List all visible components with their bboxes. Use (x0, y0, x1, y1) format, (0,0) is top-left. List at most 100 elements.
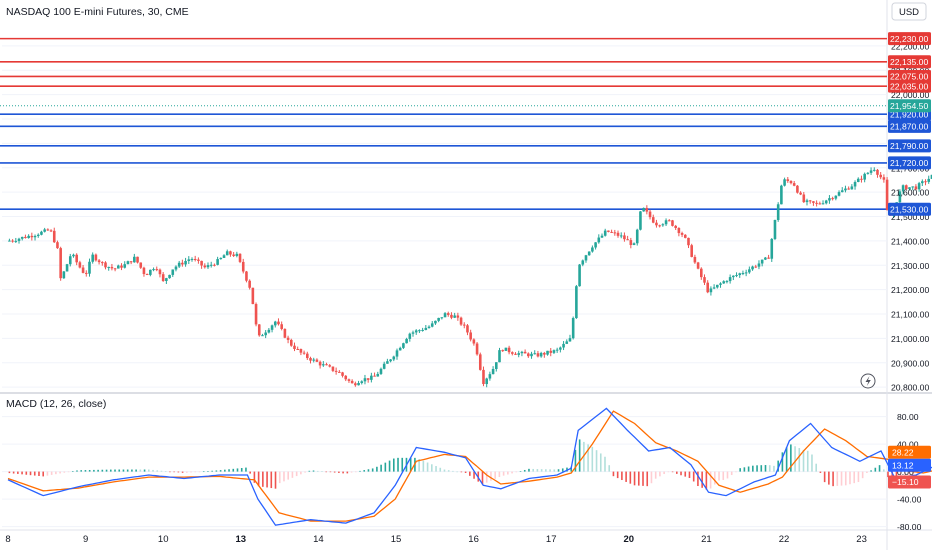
price-axis-labels: 20,800.00 20,900.00 21,000.00 21,100.00 21,2… (891, 41, 929, 392)
candle-body (677, 227, 681, 234)
macd-histogram-bar (764, 465, 767, 472)
macd-histogram-bar (587, 444, 589, 472)
macd-histogram-bar (684, 471, 687, 477)
resistance-badge: 22,230.00 (890, 34, 928, 44)
macd-histogram-bar (528, 468, 530, 472)
macd-histogram-bar (633, 471, 636, 486)
candle-body (33, 235, 37, 238)
macd-histogram-bar (169, 471, 171, 473)
candle-body (11, 240, 14, 242)
candle-body (171, 269, 175, 275)
candle-body (302, 352, 306, 354)
candle-body (703, 277, 706, 283)
candle-body (661, 224, 665, 226)
time-tick-label: 17 (546, 534, 557, 545)
macd-histogram-bar (490, 471, 492, 481)
macd-histogram-bar (747, 466, 750, 472)
macd-histogram-bar (38, 471, 40, 476)
grid-lines (2, 45, 887, 528)
macd-badge: 13.12 (892, 460, 914, 470)
macd-histogram-bar (131, 469, 133, 472)
time-tick-label: 20 (624, 534, 635, 545)
time-tick-label: 10 (158, 534, 169, 545)
price-pane-background[interactable] (0, 0, 887, 392)
macd-histogram-bar (50, 471, 53, 475)
macd-histogram-bar (114, 469, 116, 472)
macd-histogram-bar (612, 471, 615, 477)
macd-histogram-bar (67, 471, 70, 473)
macd-histogram-bar (790, 444, 792, 472)
macd-histogram-bar (33, 471, 36, 476)
candle-body (603, 230, 607, 236)
macd-histogram-bar (561, 468, 564, 472)
candle-body (498, 350, 501, 363)
candle-body (72, 254, 75, 257)
macd-histogram-bar (346, 471, 349, 474)
last-price-badge: 21,954.50 (890, 101, 928, 111)
macd-histogram-bar (511, 471, 513, 474)
macd-histogram-bar (181, 471, 184, 473)
candle-body (344, 375, 348, 380)
candle-body (485, 378, 488, 385)
candle-body (619, 235, 623, 237)
price-tick-label: 20,900.00 (891, 358, 929, 368)
candle-body (744, 272, 748, 274)
candle-body (120, 265, 123, 268)
resistance-badge-bg (888, 79, 931, 93)
macd-histogram-bar (815, 463, 817, 472)
macd-histogram-bar (840, 471, 843, 486)
last-price-badge-bg (888, 99, 931, 113)
candle-body (152, 269, 155, 271)
macd-histogram-bar (143, 469, 146, 472)
candle-body (299, 348, 303, 353)
macd-histogram-bar (469, 471, 471, 476)
time-tick-label: 22 (779, 534, 790, 545)
candle-body (366, 378, 370, 380)
macd-histogram-bar (29, 471, 32, 476)
candle-body (225, 251, 229, 256)
candle-body (84, 272, 88, 274)
macd-histogram-bar (401, 457, 404, 472)
macd-histogram-bar (650, 471, 653, 484)
macd-histogram-bar (844, 471, 847, 486)
candle-body (113, 268, 117, 270)
candle-body (821, 203, 825, 205)
macd-pane-background[interactable] (0, 394, 887, 530)
macd-histogram-bar (126, 469, 129, 472)
candle-body (46, 229, 50, 231)
candle-body (251, 287, 255, 305)
candle-body (783, 179, 786, 186)
candle-body (200, 260, 203, 266)
support-badge: 21,720.00 (890, 158, 928, 168)
currency-button[interactable]: USD (891, 2, 927, 21)
candle-body (117, 265, 120, 269)
candle-body (219, 257, 223, 260)
candle-body (232, 254, 235, 256)
candle-body (392, 356, 396, 360)
lightning-icon[interactable] (860, 373, 876, 389)
candle-body (293, 345, 296, 349)
macd-histogram-bar (621, 471, 623, 481)
macd-histogram-bar (667, 471, 670, 473)
candle-body (193, 258, 197, 260)
candle-body (209, 264, 213, 266)
candle-body (610, 231, 613, 233)
macd-histogram-bar (794, 446, 796, 472)
candle-body (885, 179, 889, 210)
macd-tick-label: 40.00 (897, 440, 919, 450)
candle-body (927, 178, 931, 182)
macd-histogram-bar (912, 471, 915, 476)
candle-body (181, 262, 184, 265)
candle-body (104, 262, 107, 268)
candle-body (370, 375, 373, 380)
candle-body (437, 317, 440, 321)
macd-histogram-bar (663, 471, 665, 475)
macd-histogram-bar (173, 471, 175, 473)
time-tick-label: 8 (5, 534, 10, 545)
candle-body (780, 185, 783, 205)
candle-body (158, 269, 162, 275)
candle-body (338, 371, 341, 373)
candle-body (735, 275, 738, 277)
macd-histogram-bar (101, 469, 104, 472)
